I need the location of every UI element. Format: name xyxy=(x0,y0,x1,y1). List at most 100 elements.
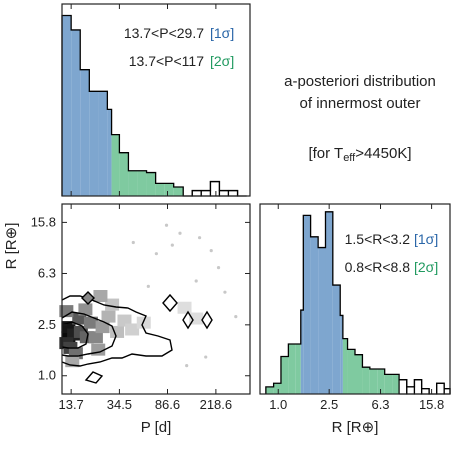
period-radius-density-panel: 13.7 34.5 86.6 218.6 1.0 2.5 6.3 15.8 P [d] R [… xyxy=(3,203,251,436)
histogram-bin-0 xyxy=(62,15,72,196)
period-histogram-frame xyxy=(61,3,251,197)
density-cell-11 xyxy=(88,331,103,344)
density-outlier-points xyxy=(131,223,238,368)
density-outlier-point-6 xyxy=(146,284,150,288)
period-1sigma-range: 13.7<P<29.7 xyxy=(124,25,204,41)
caption-line-3: [for Teff>4450K] xyxy=(308,145,411,164)
radius-tick-label-3: 15.8 xyxy=(31,214,56,229)
density-panel-ticks: 13.7 34.5 86.6 218.6 1.0 2.5 6.3 15.8 xyxy=(31,204,250,412)
period-2sigma-label: [2σ] xyxy=(210,53,234,69)
caption-teff-prefix: [for T xyxy=(308,145,343,162)
histogram-bin-3 xyxy=(89,91,99,196)
histogram-bin-17 xyxy=(377,368,385,394)
histogram-bin-18 xyxy=(384,374,393,394)
density-panel-frame xyxy=(61,203,251,395)
histogram-bin-22 xyxy=(413,379,423,395)
histogram-bin-5 xyxy=(107,109,112,196)
density-cell-8 xyxy=(83,316,98,329)
histogram-outline xyxy=(61,14,247,197)
histogram-bin-0 xyxy=(265,386,274,394)
histogram-bin-13 xyxy=(173,186,184,196)
density-contour-middle xyxy=(61,311,117,357)
radius-hist-tick-label-0: 1.0 xyxy=(269,397,287,412)
density-contour-island-2 xyxy=(84,371,104,384)
histogram-bin-8 xyxy=(318,247,326,394)
histogram-bin-23 xyxy=(421,388,430,395)
caption-line-2: of innermost outer xyxy=(300,95,421,112)
histogram-bin-19 xyxy=(227,189,239,197)
radius-hist-axis-label: R [R⊕] xyxy=(332,419,379,436)
radius-1sigma-range: 1.5<R<3.2 xyxy=(345,231,411,247)
histogram-bin-21 xyxy=(406,386,416,395)
caption-teff-subscript: eff xyxy=(343,152,356,164)
period-2sigma-range: 13.7<P<117 xyxy=(129,53,204,69)
histogram-bin-2 xyxy=(280,356,289,394)
density-outlier-point-12 xyxy=(185,364,189,368)
radius-hist-tick-label-3: 15.8 xyxy=(419,397,444,412)
period-1sigma-label: [1σ] xyxy=(210,25,234,41)
histogram-bin-7 xyxy=(310,236,319,394)
density-outlier-point-3 xyxy=(209,249,213,253)
period-tick-label-0: 13.7 xyxy=(58,397,83,412)
density-outlier-point-11 xyxy=(216,266,221,270)
histogram-bin-26 xyxy=(443,388,451,395)
density-cell-12 xyxy=(95,321,110,334)
histogram-bin-25 xyxy=(436,382,445,395)
histogram-bin-18 xyxy=(218,189,230,197)
histogram-bin-1 xyxy=(273,383,281,394)
period-tick-label-2: 86.6 xyxy=(155,397,180,412)
density-cell-23 xyxy=(177,301,192,314)
density-outlier-point-7 xyxy=(204,355,208,359)
histogram-bin-6 xyxy=(303,215,311,394)
radius-histogram-bars xyxy=(265,211,451,395)
histogram-bin-20 xyxy=(398,379,408,395)
histogram-bin-2 xyxy=(80,69,90,196)
histogram-bin-11 xyxy=(155,183,165,196)
density-outlier-point-8 xyxy=(234,314,238,319)
density-outlier-point-2 xyxy=(197,236,202,240)
histogram-bin-9 xyxy=(325,211,333,394)
density-cell-13 xyxy=(91,343,106,356)
histogram-bin-14 xyxy=(355,354,363,394)
histogram-bin-19 xyxy=(392,374,400,394)
radius-hist-tick-label-1: 2.5 xyxy=(320,397,338,412)
histogram-bin-12 xyxy=(342,338,348,394)
histogram-bin-7 xyxy=(119,152,129,196)
period-histogram-bars xyxy=(61,14,247,197)
histogram-bin-5 xyxy=(300,310,304,394)
histogram-bin-15 xyxy=(191,189,202,197)
radius-tick-label-1: 2.5 xyxy=(38,317,56,332)
density-contours xyxy=(61,291,213,384)
density-outlier-point-9 xyxy=(178,231,182,235)
density-outlier-point-10 xyxy=(131,240,135,245)
density-outlier-point-1 xyxy=(170,243,174,247)
histogram-bin-6 xyxy=(111,134,120,196)
histogram-bin-1 xyxy=(71,29,81,196)
period-histogram-ticks xyxy=(70,4,217,196)
radius-2sigma-range: 0.8<R<8.8 xyxy=(345,259,411,275)
radius-histogram-panel: 1.0 2.5 6.3 15.8 1.5<R<3.2 [1σ] 0.8<R<8.8 [… xyxy=(259,203,451,436)
density-contour-island-3 xyxy=(162,293,178,313)
period-axis-label: P [d] xyxy=(141,419,172,436)
histogram-outline xyxy=(265,211,451,395)
caption-line-1: a-posteriori distribution xyxy=(284,73,436,90)
histogram-bin-9 xyxy=(137,170,147,196)
density-contour-inner xyxy=(61,321,89,349)
histogram-bin-10 xyxy=(332,285,341,394)
histogram-bin-10 xyxy=(146,172,156,196)
period-tick-label-1: 34.5 xyxy=(107,397,132,412)
density-outlier-point-4 xyxy=(194,279,198,283)
period-tick-label-3: 218.6 xyxy=(200,397,233,412)
histogram-bin-15 xyxy=(362,367,370,394)
density-contour-outer xyxy=(61,295,173,367)
figure-caption: a-posteriori distribution of innermost o… xyxy=(284,73,436,164)
histogram-bin-17 xyxy=(209,180,221,197)
density-outlier-point-0 xyxy=(154,252,158,256)
caption-teff-suffix: >4450K] xyxy=(355,145,411,162)
density-cell-15 xyxy=(101,310,116,323)
histogram-bin-4 xyxy=(98,91,108,196)
density-cell-14 xyxy=(78,303,93,316)
density-contour-island-1 xyxy=(81,291,95,305)
radius-histogram-ticks: 1.0 2.5 6.3 15.8 xyxy=(269,204,444,412)
density-outlier-point-13 xyxy=(164,223,169,227)
